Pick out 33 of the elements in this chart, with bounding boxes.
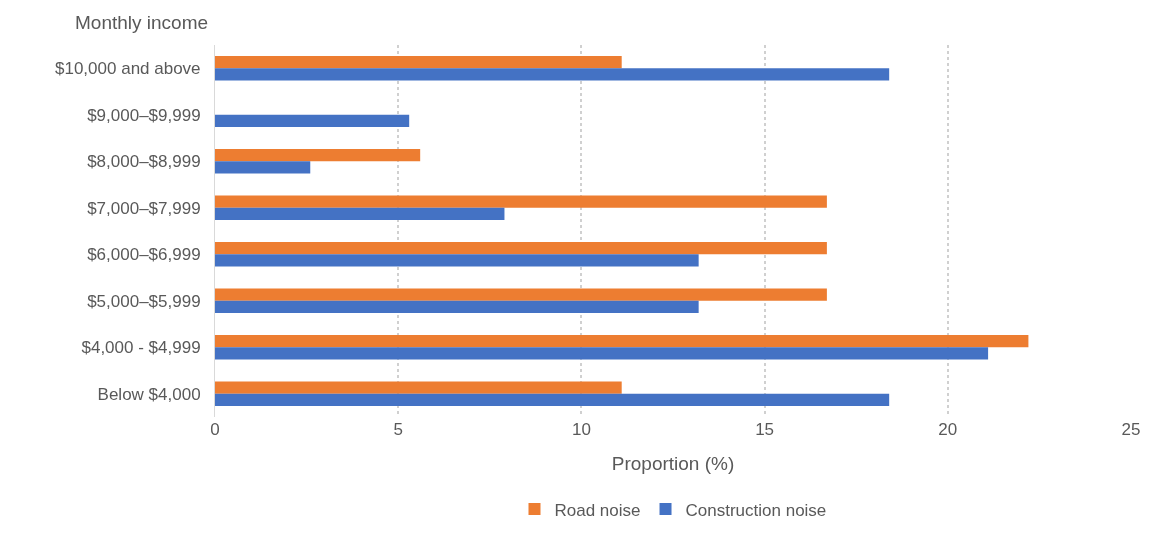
y-tick-label: Below $4,000 — [97, 384, 201, 404]
bar — [215, 68, 890, 81]
x-tick-label: 25 — [1121, 420, 1141, 439]
bar — [215, 148, 421, 162]
y-tick-label: $5,000–$5,999 — [87, 291, 201, 311]
bar — [215, 393, 890, 407]
bar — [215, 55, 622, 69]
y-tick-label: $9,000–$9,999 — [87, 105, 201, 125]
y-axis-title: Monthly income — [75, 12, 209, 33]
y-tick-label: $6,000–$6,999 — [87, 245, 201, 265]
bar — [215, 114, 410, 128]
y-tick-label: $10,000 and above — [55, 59, 201, 79]
y-tick-label: $4,000 - $4,999 — [81, 338, 201, 358]
x-tick-label: 20 — [938, 420, 958, 439]
legend-label: Construction noise — [685, 500, 827, 520]
y-tick-label: $8,000–$8,999 — [87, 152, 201, 172]
legend-label: Road noise — [554, 500, 641, 520]
bar — [215, 381, 622, 394]
bar — [215, 334, 1029, 348]
bar — [215, 300, 699, 314]
bar — [215, 207, 505, 221]
bar — [215, 254, 699, 267]
bar — [215, 161, 311, 174]
y-tick-label: $7,000–$7,999 — [87, 198, 201, 218]
bar — [215, 195, 827, 208]
x-tick-label: 5 — [393, 420, 403, 439]
x-tick-label: 0 — [210, 420, 220, 439]
bar — [215, 347, 989, 360]
x-tick-label: 10 — [571, 420, 591, 439]
bar — [215, 288, 827, 301]
bar — [215, 241, 827, 255]
x-tick-label: 15 — [755, 420, 775, 439]
x-axis-title: Proportion (%) — [611, 452, 735, 474]
